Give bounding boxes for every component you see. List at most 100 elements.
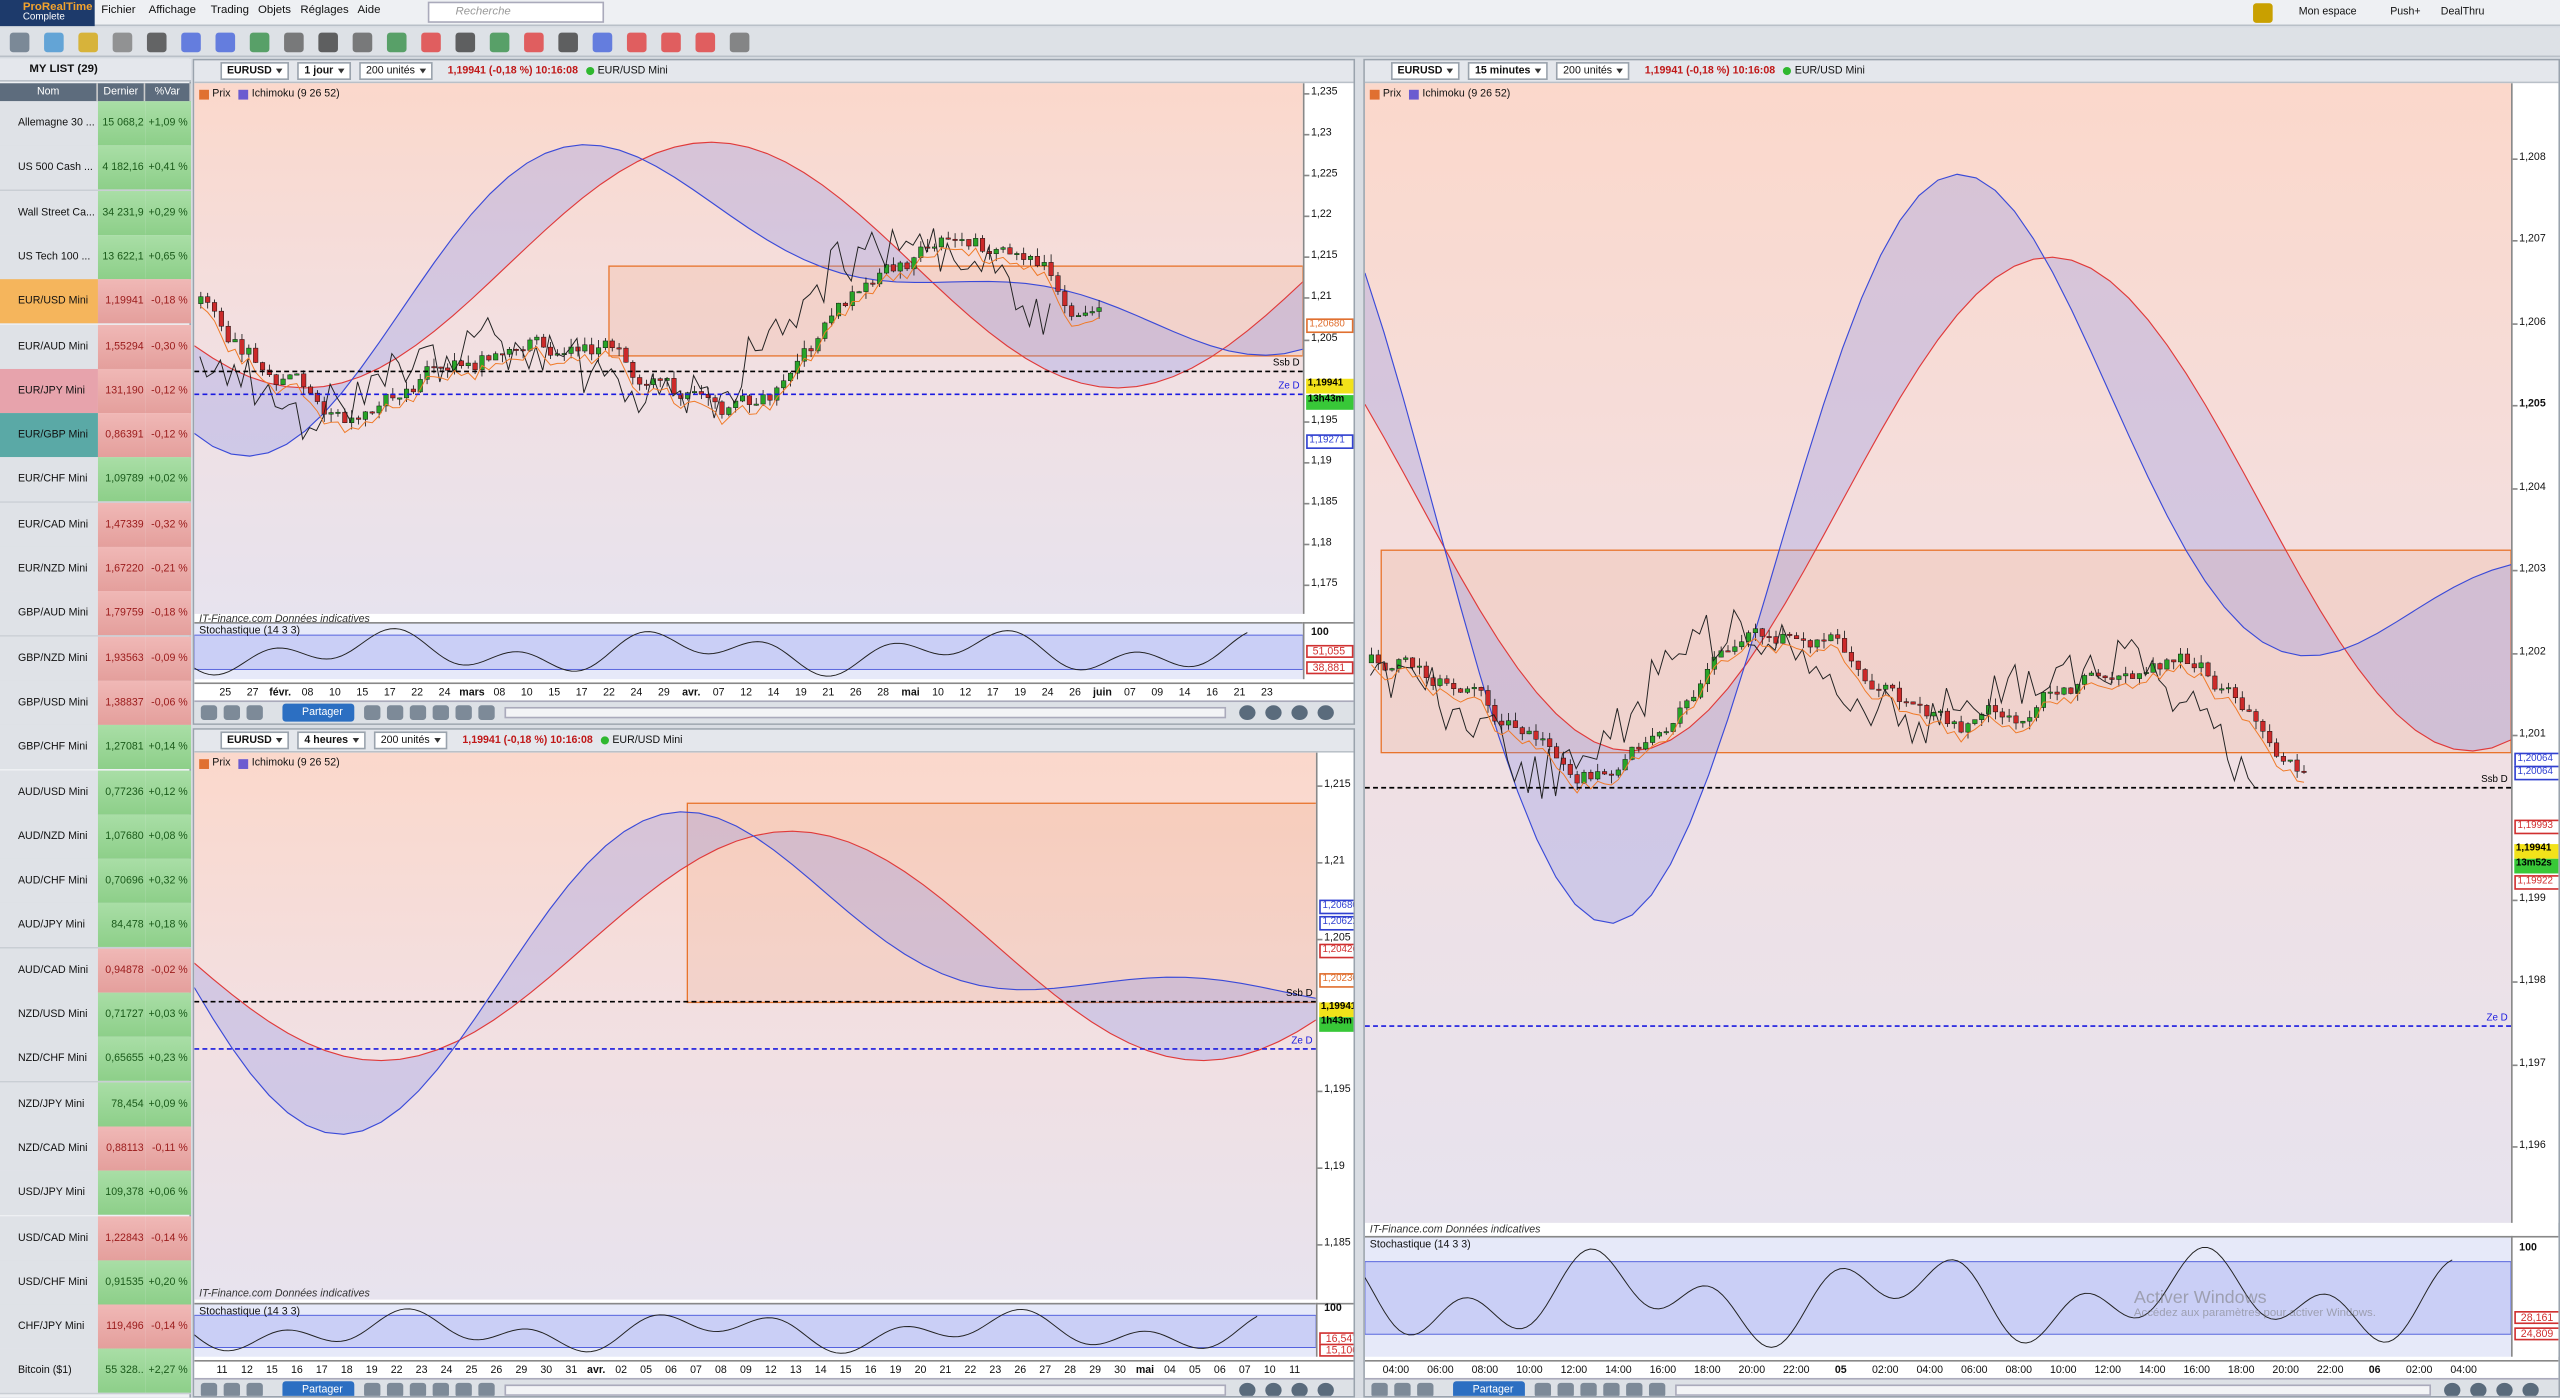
watchlist-row[interactable]: NZD/CHF Mini 0,65655 +0,23 % [0,1037,192,1082]
menu-item[interactable]: Objets [257,4,291,17]
tool-icon[interactable] [223,1382,240,1396]
tool-icon[interactable] [455,705,472,720]
tool-icon[interactable] [1648,1382,1666,1396]
watchlist-row[interactable]: AUD/CHF Mini 0,70696 +0,32 % [0,858,192,904]
zoom-icon[interactable] [1265,705,1282,720]
tool-icon[interactable] [386,1382,404,1396]
tool-icon[interactable] [524,32,544,53]
watchlist-row[interactable]: USD/JPY Mini 109,378 +0,06 % [0,1170,192,1216]
tool-icon[interactable] [1417,1382,1434,1396]
tool-icon[interactable] [78,32,98,53]
legend-label[interactable]: Prix [212,757,231,769]
watchlist-row[interactable]: GBP/AUD Mini 1,79759 -0,18 % [0,591,192,637]
watchlist-row[interactable]: GBP/CHF Mini 1,27081 +0,14 % [0,725,192,770]
tool-icon[interactable] [200,1382,218,1396]
tool-icon[interactable] [386,705,404,720]
zoom-icon[interactable] [2470,1382,2487,1396]
units-select[interactable]: 200 unités [374,731,448,750]
watchlist-row[interactable]: AUD/CAD Mini 0,94878 -0,02 % [0,948,192,993]
scrollbar[interactable] [504,1384,1227,1396]
watchlist-row[interactable]: USD/CAD Mini 1,22843 -0,14 % [0,1215,192,1261]
tool-icon[interactable] [455,1382,472,1396]
legend-label[interactable]: Prix [212,88,231,100]
legend-label[interactable]: Ichimoku (9 26 52) [251,88,340,100]
menu-item[interactable]: Affichage [148,4,197,17]
symbol-select[interactable]: EURUSD [220,62,290,80]
zoom-icon[interactable] [1265,1382,1282,1396]
units-select[interactable]: 200 unités [359,62,433,80]
zoom-icon[interactable] [2522,1382,2539,1396]
timeframe-select[interactable]: 15 minutes [1468,62,1549,80]
tool-icon[interactable] [318,32,338,53]
tool-icon[interactable] [729,32,750,53]
tool-icon[interactable] [386,32,407,53]
tool-icon[interactable] [246,1382,263,1396]
tool-icon[interactable] [592,32,613,53]
zoom-icon[interactable] [1317,1382,1334,1396]
zoom-icon[interactable] [2444,1382,2461,1396]
tool-icon[interactable] [352,32,373,53]
menu-item[interactable]: Aide [357,4,381,17]
zoom-icon[interactable] [1239,705,1256,720]
zoom-icon[interactable] [1317,705,1334,720]
watchlist-row[interactable]: EUR/CAD Mini 1,47339 -0,32 % [0,502,192,547]
tool-icon[interactable] [364,705,381,720]
tool-icon[interactable] [558,32,578,53]
tool-icon[interactable] [364,1382,381,1396]
tool-icon[interactable] [44,32,64,53]
tool-icon[interactable] [1534,1382,1552,1396]
tool-icon[interactable] [478,705,495,720]
tool-icon[interactable] [112,32,133,53]
units-select[interactable]: 200 unités [1556,62,1631,80]
zoom-icon[interactable] [2496,1382,2513,1396]
watchlist-row[interactable]: EUR/USD Mini 1,19941 -0,18 % [0,279,192,325]
watchlist-row[interactable]: USD/CHF Mini 0,91535 +0,20 % [0,1260,192,1305]
tool-icon[interactable] [181,32,201,53]
tool-icon[interactable] [223,705,240,720]
column-header[interactable]: %Var [145,83,192,102]
scrollbar[interactable] [1675,1384,2432,1396]
zoom-icon[interactable] [1239,1382,1256,1396]
search-box[interactable]: Recherche [427,1,605,23]
watchlist-row[interactable]: EUR/NZD Mini 1,67220 -0,21 % [0,546,192,592]
tool-icon[interactable] [249,32,270,53]
column-header[interactable]: Nom [0,83,98,102]
tool-icon[interactable] [478,1382,495,1396]
tool-icon[interactable] [1603,1382,1620,1396]
tool-icon[interactable] [661,32,681,53]
watchlist-row[interactable]: US Tech 100 ... 13 622,1 +0,65 % [0,234,192,280]
share-button[interactable]: Partager [1453,1381,1525,1396]
tool-icon[interactable] [146,32,167,53]
symbol-select[interactable]: EURUSD [1391,62,1461,80]
watchlist-row[interactable]: GBP/USD Mini 1,38837 -0,06 % [0,680,192,726]
share-button[interactable]: Partager [282,1381,355,1396]
tool-icon[interactable] [215,32,236,53]
tool-icon[interactable] [246,705,263,720]
zoom-icon[interactable] [1291,705,1308,720]
watchlist-row[interactable]: GBP/NZD Mini 1,93563 -0,09 % [0,636,192,681]
legend-label[interactable]: Prix [1382,88,1402,100]
column-header[interactable]: Dernier [97,83,146,102]
watchlist-row[interactable]: US 500 Cash ... 4 182,16 +0,41 % [0,145,192,191]
watchlist-row[interactable]: NZD/CAD Mini 0,88113 -0,11 % [0,1126,192,1171]
watchlist-row[interactable]: AUD/JPY Mini 84,478 +0,18 % [0,903,192,949]
top-right-button[interactable]: Mon espace [2282,2,2367,25]
menu-item[interactable]: Trading [210,4,249,17]
watchlist-row[interactable]: EUR/GBP Mini 0,86391 -0,12 % [0,413,192,458]
top-right-button[interactable]: Push+ [2374,2,2423,25]
tool-icon[interactable] [409,1382,427,1396]
watchlist-row[interactable]: EUR/AUD Mini 1,55294 -0,30 % [0,324,192,369]
tool-icon[interactable] [432,705,449,720]
tool-icon[interactable] [626,32,647,53]
watchlist-row[interactable]: CHF/JPY Mini 119,496 -0,14 % [0,1304,192,1350]
tool-icon[interactable] [432,1382,449,1396]
scrollbar[interactable] [504,706,1227,719]
legend-label[interactable]: Ichimoku (9 26 52) [251,757,340,769]
tool-icon[interactable] [421,32,441,53]
tool-icon[interactable] [409,705,427,720]
tool-icon[interactable] [9,32,30,53]
tool-icon[interactable] [200,705,218,720]
watchlist-row[interactable]: Wall Street Ca... 34 231,9 +0,29 % [0,190,192,235]
watchlist-row[interactable]: Allemagne 30 ... 15 068,2 +1,09 % [0,101,192,146]
tool-icon[interactable] [1626,1382,1643,1396]
